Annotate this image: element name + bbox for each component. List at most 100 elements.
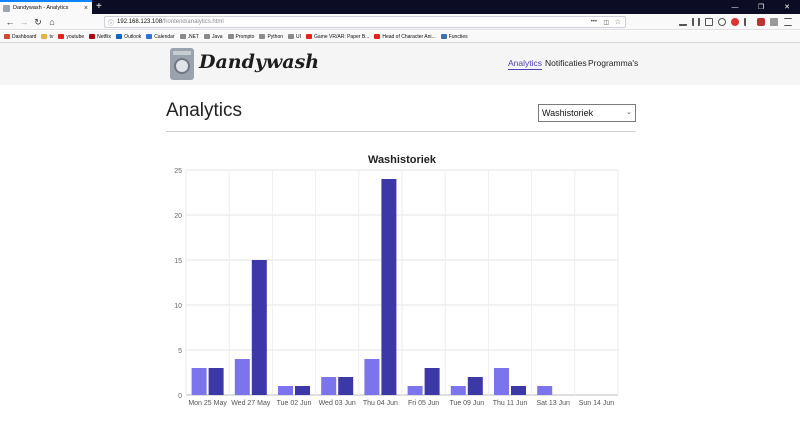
nav-analytics[interactable]: Analytics — [508, 58, 543, 70]
forward-arrow-icon[interactable]: → — [19, 17, 29, 27]
bookmarks-bar: Dashboard tv youtube Netflix Outlook Calendar… — [0, 31, 800, 43]
washistoriek-chart: Washistoriek 0 5 10 15 20 25 Mon 25 May Wed 27 M… — [174, 154, 619, 407]
chart-select-dropdown[interactable]: Washistoriek ⌄ — [538, 104, 636, 122]
url-host: 192.168.123.108 — [117, 19, 163, 25]
bookmark-item[interactable]: youtube — [58, 34, 84, 40]
select-value: Washistoriek — [542, 108, 594, 118]
bar — [467, 377, 483, 395]
x-tick-label: Thu 04 Jun — [363, 400, 398, 407]
bookmark-icon — [259, 34, 266, 39]
bookmark-icon — [116, 34, 123, 39]
bar — [381, 179, 397, 395]
x-tick-label: Wed 27 May — [231, 400, 271, 407]
bookmark-item[interactable]: Game VR/AR: Paper B... — [306, 34, 369, 40]
page-title: Analytics — [166, 100, 243, 121]
nav-notificaties[interactable]: Notificaties — [545, 58, 587, 68]
bookmark-label: tv — [49, 33, 54, 40]
bookmark-label: Functies — [448, 33, 468, 40]
browser-navbar: ← → ↻ ⌂ ⓘ 192.168.123.108 /frontend/anal… — [0, 14, 800, 30]
bookmark-item[interactable]: Functies — [440, 33, 468, 40]
eyedropper-icon[interactable] — [744, 18, 752, 26]
x-tick-label: Mon 25 May — [188, 400, 227, 407]
bookmark-item[interactable]: Java — [203, 33, 223, 40]
bookmark-icon — [58, 34, 65, 39]
bookmark-icon — [374, 34, 381, 39]
library-icon[interactable] — [692, 18, 700, 26]
bookmark-item[interactable]: Calendar — [146, 34, 175, 40]
bookmark-icon — [227, 34, 234, 39]
bookmark-label: Netflix — [97, 33, 112, 40]
washing-machine-icon[interactable] — [170, 48, 194, 80]
bookmark-icon — [41, 34, 48, 39]
bookmark-label: Java — [211, 33, 223, 40]
x-tick-label: Tue 09 Jun — [449, 400, 484, 407]
bookmark-item[interactable]: Head of Character Ani... — [374, 34, 436, 40]
downloads-icon[interactable] — [679, 18, 687, 26]
account-icon[interactable] — [718, 18, 726, 26]
maximize-button[interactable]: ❐ — [757, 4, 765, 11]
y-tick-label: 25 — [174, 168, 182, 175]
bar — [407, 386, 423, 395]
site-header: Dandywash Analytics Notificaties Program… — [0, 43, 800, 85]
bar — [364, 359, 380, 395]
menu-icon[interactable] — [784, 18, 792, 26]
back-arrow-icon[interactable]: ← — [5, 17, 15, 27]
new-tab-button[interactable]: + — [96, 1, 102, 12]
reload-icon[interactable]: ↻ — [34, 17, 42, 27]
info-icon[interactable]: ⓘ — [108, 20, 115, 27]
y-tick-label: 15 — [174, 258, 182, 265]
bookmark-icon — [146, 34, 153, 39]
y-tick-label: 0 — [178, 393, 182, 400]
bookmark-label: Outlook — [124, 33, 142, 40]
bookmark-icon — [179, 34, 186, 39]
home-icon[interactable]: ⌂ — [49, 17, 55, 27]
tab-title: Dandywash - Analytics — [13, 5, 69, 11]
bar — [191, 368, 207, 395]
bookmark-item[interactable]: Outlook — [116, 34, 141, 40]
bar — [251, 260, 267, 395]
page-actions-icon[interactable]: ••• — [590, 19, 597, 25]
bar — [295, 386, 310, 395]
bookmark-label: UI — [296, 33, 302, 40]
bookmark-label: youtube — [66, 33, 85, 40]
bookmark-star-icon[interactable]: ☆ — [614, 19, 621, 26]
pocket-icon[interactable]: ◫ — [603, 19, 609, 26]
bookmark-icon — [440, 34, 447, 39]
extension-icon[interactable] — [731, 18, 739, 26]
nav-programmas[interactable]: Programma's — [588, 58, 639, 68]
bookmark-item[interactable]: tv — [41, 34, 53, 40]
extension-red-icon[interactable] — [757, 18, 765, 26]
x-tick-label: Tue 02 Jun — [277, 400, 312, 407]
sidebar-icon[interactable] — [705, 18, 713, 26]
bookmark-label: .NET — [187, 33, 199, 40]
bookmark-item[interactable]: UI — [288, 34, 301, 40]
x-tick-label: Thu 11 Jun — [493, 400, 528, 407]
bar — [450, 386, 466, 395]
bar — [537, 386, 553, 395]
close-window-button[interactable]: ✕ — [784, 4, 790, 11]
minimize-button[interactable]: — — [731, 3, 739, 11]
bar — [424, 368, 440, 395]
bookmark-item[interactable]: .NET — [179, 33, 199, 40]
browser-tab-analytics[interactable]: Dandywash - Analytics × — [0, 0, 92, 14]
brand-logo-text[interactable]: Dandywash — [199, 51, 320, 73]
bookmark-item[interactable]: Python — [259, 34, 283, 40]
bar — [234, 359, 250, 395]
bookmark-label: Dashboard — [12, 33, 37, 40]
bar — [511, 386, 526, 395]
bookmark-item[interactable]: Netflix — [89, 34, 111, 40]
bar — [321, 377, 337, 395]
y-tick-label: 20 — [174, 213, 182, 220]
bookmark-item[interactable]: Dashboard — [4, 34, 36, 40]
y-tick-label: 10 — [174, 303, 182, 310]
x-tick-label: Sun 14 Jun — [579, 400, 615, 407]
bookmark-label: Python — [267, 33, 284, 40]
url-bar[interactable]: ⓘ 192.168.123.108 /frontend/analytics.ht… — [104, 16, 626, 28]
bookmark-icon — [288, 34, 295, 39]
tab-close-icon[interactable]: × — [83, 4, 88, 12]
extension-grey-icon[interactable] — [770, 18, 778, 26]
title-divider — [166, 131, 636, 132]
url-path: /frontend/analytics.html — [162, 19, 224, 25]
bookmark-item[interactable]: Prompto — [227, 34, 254, 40]
x-tick-label: Wed 03 Jun — [319, 400, 356, 407]
